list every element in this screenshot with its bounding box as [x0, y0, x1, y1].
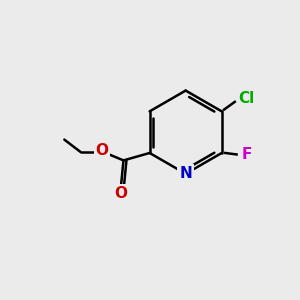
Text: F: F: [242, 147, 252, 162]
Text: N: N: [179, 166, 192, 181]
Text: Cl: Cl: [238, 91, 255, 106]
Text: O: O: [115, 186, 128, 201]
Text: O: O: [96, 142, 109, 158]
